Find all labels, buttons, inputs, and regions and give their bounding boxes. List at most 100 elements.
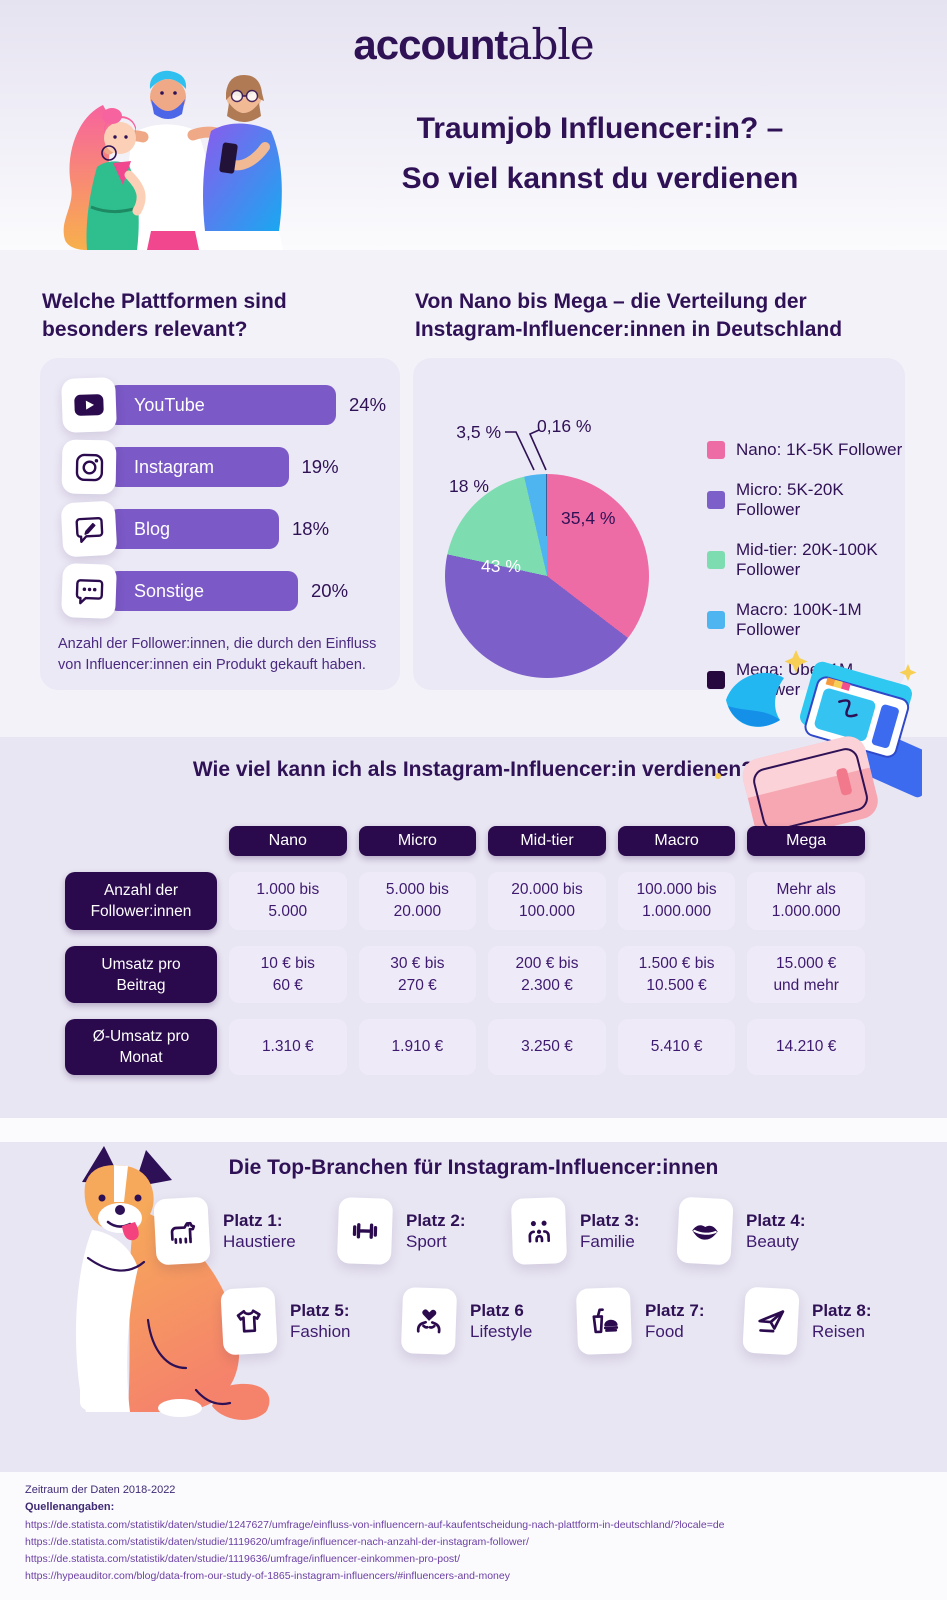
bar-value: 24% — [349, 394, 387, 415]
bar-row-youtube: YouTube 24% — [61, 377, 387, 433]
table-cell: Mehr als 1.000.000 — [747, 872, 865, 930]
dog-illustration — [76, 1146, 270, 1420]
table-cell: 100.000 bis 1.000.000 — [617, 872, 736, 930]
bar-value: 18% — [292, 518, 330, 539]
wallet-money-illustration — [715, 650, 922, 841]
bar-label: Blog — [134, 518, 171, 539]
instagram-icon — [61, 439, 117, 495]
branche-rank: Platz 2: — [406, 1211, 466, 1230]
column-header-micro: Micro — [358, 826, 477, 856]
table-cell: 14.210 € — [747, 1019, 865, 1075]
table-cell: 1.500 € bis 10.500 € — [617, 946, 736, 1003]
branche-lifestyle: Platz 6 Lifestyle — [400, 1287, 533, 1355]
table-cell: 200 € bis 2.300 € — [488, 946, 606, 1003]
bar-value: 20% — [311, 580, 349, 601]
platforms-caption: Anzahl der Follower:innen, die durch den… — [58, 636, 377, 673]
platforms-heading: Welche Plattformen sind besonders releva… — [42, 290, 287, 341]
chat-dots-icon — [61, 563, 117, 619]
branche-label: Food — [645, 1322, 684, 1341]
row-header-follower: Anzahl der Follower:innen — [65, 872, 217, 930]
bar-row-sonstige: Sonstige 20% — [61, 563, 349, 619]
legend-swatch-mega — [707, 671, 725, 689]
branche-sport: Platz 2: Sport — [336, 1197, 466, 1265]
branchen-heading: Die Top-Branchen für Instagram-Influence… — [228, 1156, 719, 1179]
hands-heart-icon — [400, 1287, 458, 1355]
bar-row-blog: Blog 18% — [60, 500, 330, 558]
page-title-line2: So viel kannst du verdienen — [401, 162, 799, 195]
branche-label: Beauty — [746, 1232, 799, 1251]
table-cell: 1.000 bis 5.000 — [229, 872, 347, 930]
data-timeframe: Zeitraum der Daten 2018-2022 — [25, 1484, 176, 1496]
branche-rank: Platz 3: — [580, 1211, 640, 1230]
branche-rank: Platz 4: — [746, 1211, 806, 1230]
plane-icon — [742, 1286, 800, 1356]
bar-value: 19% — [301, 456, 339, 477]
table-cell: 30 € bis 270 € — [358, 946, 477, 1003]
brand-logo-serif: able — [507, 20, 594, 69]
pie-value-midtier: 18 % — [449, 476, 489, 496]
brand-logo-bold: account — [353, 21, 508, 68]
source-url: https://de.statista.com/statistik/daten/… — [25, 1553, 461, 1565]
table-cell: 10 € bis 60 € — [229, 946, 347, 1003]
dumbbell-icon — [336, 1197, 394, 1265]
table-cell: 1.310 € — [229, 1019, 347, 1075]
column-header-mega: Mega — [747, 826, 865, 856]
bar-sonstige: Sonstige — [108, 571, 298, 611]
sources-label: Quellenangaben: — [25, 1501, 115, 1513]
bar-row-instagram: Instagram 19% — [61, 439, 339, 495]
legend-item-nano: Nano: 1K-5K Follower — [707, 440, 905, 460]
branche-label: Familie — [580, 1232, 635, 1251]
platforms-card: YouTube 24% Instagram 19% Blog 1 — [40, 358, 400, 690]
legend-swatch-midtier — [707, 551, 725, 569]
influencer-pie-chart — [445, 474, 649, 678]
earnings-table: Nano Micro Mid-tier Macro Mega Anzahl de… — [65, 826, 865, 1075]
bar-blog: Blog — [108, 509, 279, 549]
branche-haustiere: Platz 1: Haustiere — [153, 1196, 296, 1266]
legend-swatch-nano — [707, 441, 725, 459]
legend-item-macro: Macro: 100K-1M Follower — [707, 600, 905, 640]
legend-item-micro: Micro: 5K-20K Follower — [707, 480, 905, 520]
bar-instagram: Instagram — [108, 447, 289, 487]
legend-swatch-macro — [707, 611, 725, 629]
table-cell: 20.000 bis 100.000 — [488, 872, 606, 930]
page-title-line1: Traumjob Influencer:in? – — [416, 112, 784, 145]
table-cell: 5.000 bis 20.000 — [358, 872, 477, 930]
branche-rank: Platz 8: — [812, 1301, 872, 1320]
tshirt-icon — [220, 1286, 278, 1356]
branche-rank: Platz 1: — [223, 1211, 283, 1230]
legend-item-midtier: Mid-tier: 20K-100K Follower — [707, 540, 905, 580]
pie-value-micro: 43 % — [481, 556, 521, 576]
page-title: Traumjob Influencer:in? – So viel kannst… — [340, 104, 860, 204]
row-header-umsatz-monat: Ø-Umsatz pro Monat — [65, 1019, 217, 1075]
source-url: https://de.statista.com/statistik/daten/… — [25, 1519, 725, 1531]
bar-youtube: YouTube — [108, 385, 336, 425]
pie-value-mega: 0,16 % — [537, 416, 592, 436]
branche-fashion: Platz 5: Fashion — [220, 1286, 350, 1356]
youtube-icon — [61, 377, 117, 433]
table-cell: 1.910 € — [358, 1019, 477, 1075]
lips-icon — [676, 1196, 734, 1266]
branche-beauty: Platz 4: Beauty — [676, 1196, 806, 1266]
branche-label: Haustiere — [223, 1232, 296, 1251]
bar-label: YouTube — [134, 394, 205, 415]
column-header-macro: Macro — [617, 826, 736, 856]
branche-label: Sport — [406, 1232, 447, 1251]
table-cell: 15.000 € und mehr — [747, 946, 865, 1003]
table-corner — [65, 826, 217, 856]
source-url: https://hypeauditor.com/blog/data-from-o… — [25, 1570, 510, 1582]
row-header-umsatz-beitrag: Umsatz pro Beitrag — [65, 946, 217, 1003]
branche-food: Platz 7: Food — [575, 1287, 705, 1355]
pie-value-macro: 3,5 % — [456, 422, 501, 442]
blog-pencil-icon — [60, 500, 118, 558]
branche-rank: Platz 5: — [290, 1301, 350, 1320]
family-icon — [510, 1197, 568, 1265]
bar-label: Sonstige — [134, 580, 205, 601]
table-cell: 5.410 € — [617, 1019, 736, 1075]
branche-rank: Platz 6 — [470, 1301, 524, 1320]
brand-logo: accountable — [0, 22, 947, 68]
source-url: https://de.statista.com/statistik/daten/… — [25, 1536, 529, 1548]
branche-label: Lifestyle — [470, 1322, 533, 1341]
dog-icon — [153, 1196, 211, 1266]
branche-rank: Platz 7: — [645, 1301, 705, 1320]
